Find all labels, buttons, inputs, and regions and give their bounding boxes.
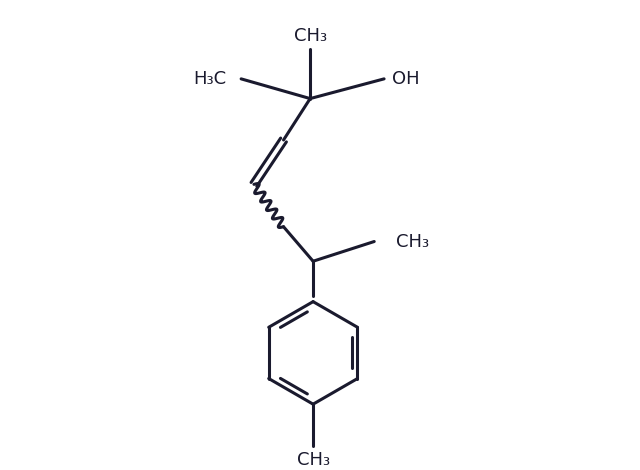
Text: CH₃: CH₃	[396, 233, 429, 251]
Text: CH₃: CH₃	[296, 451, 330, 470]
Text: OH: OH	[392, 70, 420, 88]
Text: H₃C: H₃C	[193, 70, 227, 88]
Text: CH₃: CH₃	[294, 27, 326, 46]
